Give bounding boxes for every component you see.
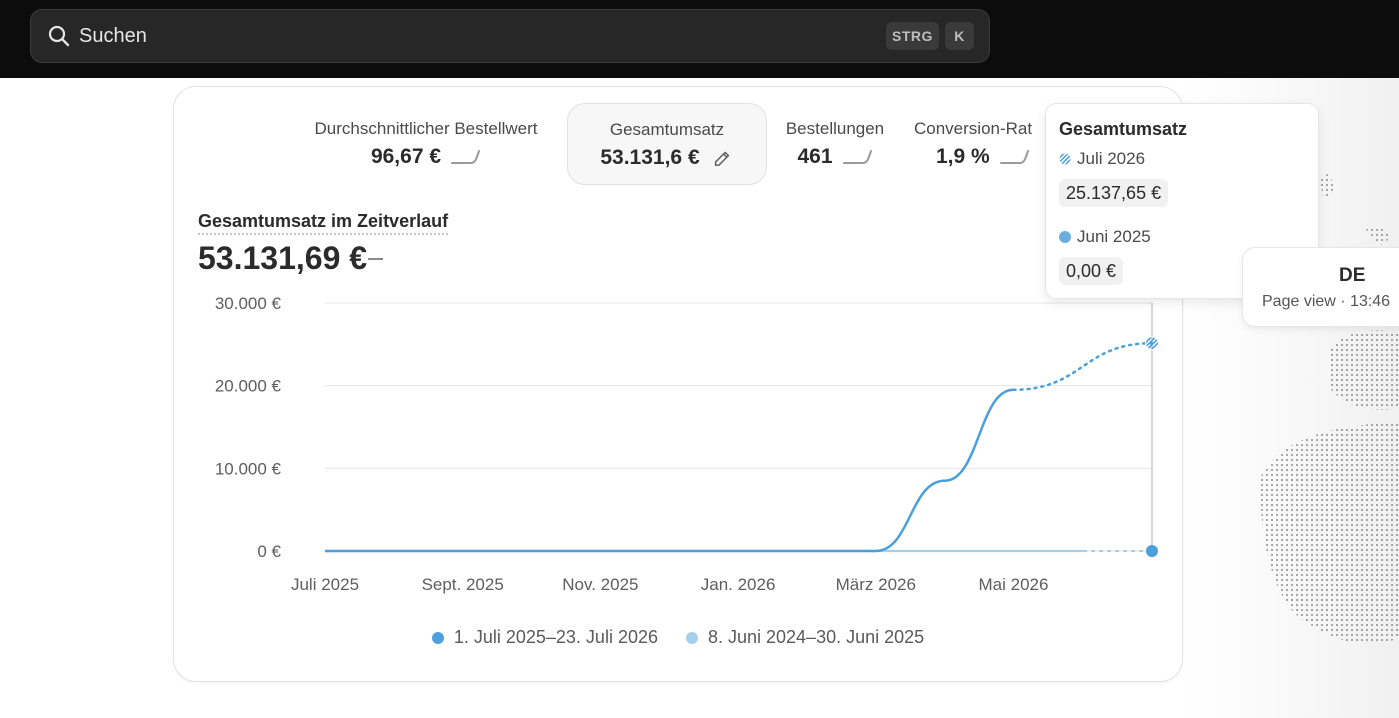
series-point-current (1145, 336, 1159, 351)
search-bar[interactable]: Suchen STRG K (30, 9, 990, 63)
metric-label: Conversion-Rat (914, 119, 1033, 138)
sales-line-chart[interactable]: 30.000 € 20.000 € 10.000 € 0 € Juli 2025 Sept… (174, 87, 1182, 681)
x-tick-label: März 2026 (836, 575, 916, 594)
legend-swatch (431, 631, 444, 644)
x-tick-label: Jan. 2026 (701, 575, 776, 594)
dot-icon (1059, 231, 1071, 243)
sales-overview-card: Durchschnittlicher Bestellwert 96,67 € G… (174, 87, 1182, 681)
tooltip-series-label: Juni 2025 (1077, 227, 1151, 246)
shortcut-key: K (945, 22, 974, 50)
visitor-event: Page view · 13:46 (1262, 293, 1391, 310)
tooltip-title: Gesamtumsatz (1059, 119, 1188, 139)
legend-item-current[interactable]: 1. Juli 2025–23. Juli 2026 (431, 627, 658, 648)
series-line-current (324, 388, 1014, 553)
search-icon (48, 25, 70, 47)
metric-label: Gesamtumsatz (609, 120, 725, 139)
metric-label: Durchschnittlicher Bestellwert (314, 119, 538, 138)
series-point-comparison (1146, 545, 1158, 557)
visitor-location: XXXXXXDE (1339, 265, 1366, 286)
x-tick-label: Nov. 2025 (562, 575, 638, 594)
metric-label: Bestellungen (785, 119, 885, 138)
y-tick-label: 20.000 € (215, 377, 282, 396)
live-visitor-card[interactable]: XXXXXXDE Page view · 13:46 (1243, 248, 1399, 326)
metric-value: 1,9 % (936, 145, 990, 168)
x-tick-label: Juli 2025 (291, 575, 359, 594)
series-line-current-partial (1012, 341, 1154, 392)
y-tick-label: 10.000 € (215, 459, 282, 478)
tooltip-series-value: 25.137,65 € (1059, 179, 1169, 207)
x-tick-label: Mai 2026 (979, 575, 1049, 594)
y-tick-label: 30.000 € (215, 294, 282, 313)
tooltip-series-comparison: Juni 2025 (1059, 227, 1151, 247)
pencil-icon[interactable] (710, 147, 734, 169)
sparkline-icon (451, 150, 481, 164)
chart-legend: 1. Juli 2025–23. Juli 2026 8. Juni 2024–… (174, 627, 1182, 648)
chart-title[interactable]: Gesamtumsatz im Zeitverlauf (198, 211, 449, 235)
tooltip-series-current: Juli 2026 (1059, 149, 1145, 169)
metric-conversion-rate[interactable]: Conversion-Rat 1,9 % (910, 103, 1050, 185)
top-bar: Suchen STRG K (0, 0, 1399, 78)
search-input[interactable]: Suchen (79, 25, 147, 47)
metric-total-sales[interactable]: Gesamtumsatz 53.131,6 € (567, 103, 767, 185)
tooltip-series-value: 0,00 € (1059, 257, 1124, 285)
chart-total-value: 53.131,69 € (198, 240, 368, 276)
metric-value: 461 (797, 145, 833, 168)
legend-label: 8. Juni 2024–30. Juni 2025 (707, 627, 925, 647)
y-tick-label: 0 € (257, 542, 281, 561)
metric-value: 53.131,6 € (600, 146, 700, 169)
sparkline-icon (999, 150, 1029, 164)
legend-label: 1. Juli 2025–23. Juli 2026 (453, 627, 658, 647)
blurred-text (1259, 267, 1327, 287)
legend-item-comparison[interactable]: 8. Juni 2024–30. Juni 2025 (685, 627, 925, 648)
sparkline-icon (842, 150, 872, 164)
metric-average-order-value[interactable]: Durchschnittlicher Bestellwert 96,67 € (294, 103, 558, 185)
striped-dot-icon (1059, 153, 1071, 165)
x-tick-label: Sept. 2025 (422, 575, 504, 594)
metric-value: 96,67 € (370, 145, 442, 168)
chart-tooltip: Gesamtumsatz Juli 2026 25.137,65 € Juni … (1046, 104, 1318, 298)
tooltip-series-label: Juli 2026 (1077, 149, 1146, 168)
shortcut-modifier-key: STRG (886, 22, 939, 50)
metric-orders[interactable]: Bestellungen 461 (774, 103, 896, 185)
comparison-dash (368, 258, 383, 260)
legend-swatch (685, 631, 698, 644)
